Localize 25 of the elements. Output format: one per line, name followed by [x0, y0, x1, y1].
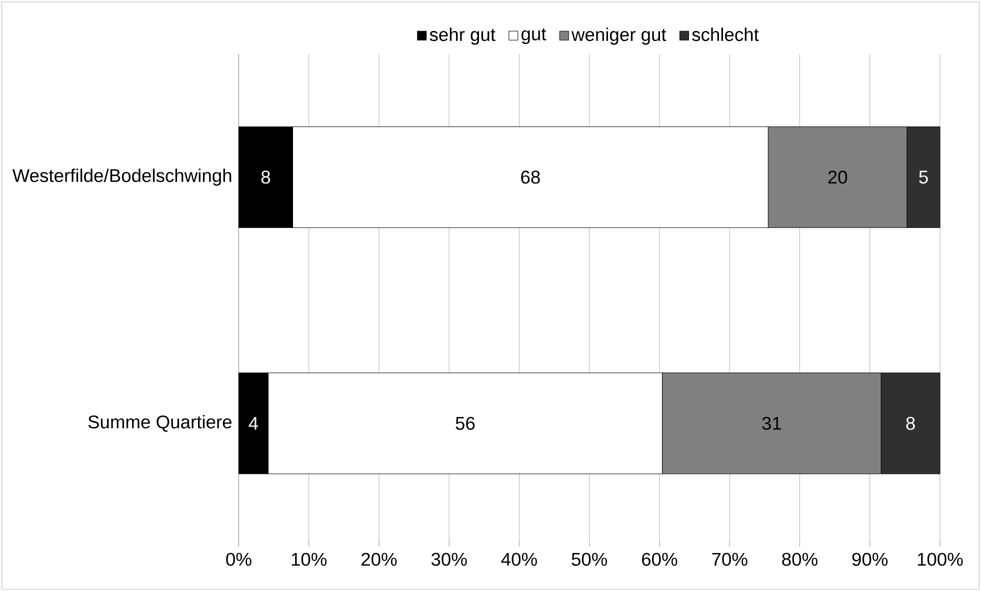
- data-label: 4: [248, 416, 258, 430]
- legend-label: gut: [522, 28, 546, 44]
- data-label: 68: [521, 170, 540, 184]
- x-tick-label: 100%: [918, 552, 963, 566]
- legend-label: weniger gut: [571, 28, 666, 45]
- x-tick-label: 60%: [642, 552, 678, 566]
- y-tick-label: Westerfilde/Bodelschwingh: [12, 168, 232, 186]
- x-tick-label: 0%: [226, 552, 252, 566]
- x-tick-label: 20%: [362, 552, 397, 566]
- x-tick-label: 10%: [292, 552, 327, 566]
- data-label: 20: [828, 170, 848, 184]
- data-label: 56: [456, 416, 475, 430]
- x-tick-label: 40%: [501, 552, 537, 566]
- legend-label: schlecht: [692, 28, 759, 41]
- x-tick-label: 30%: [431, 552, 467, 566]
- data-label: 5: [919, 170, 928, 184]
- x-tick-label: 50%: [572, 552, 608, 566]
- data-label: 8: [261, 170, 270, 184]
- data-label: 31: [762, 416, 781, 430]
- y-tick-label: Summe Quartiere: [88, 414, 232, 432]
- x-tick-label: 80%: [782, 552, 818, 566]
- legend-label: sehr gut: [430, 28, 496, 45]
- x-tick-label: 70%: [712, 552, 748, 566]
- data-label: 8: [906, 416, 915, 430]
- x-tick-label: 90%: [852, 552, 888, 566]
